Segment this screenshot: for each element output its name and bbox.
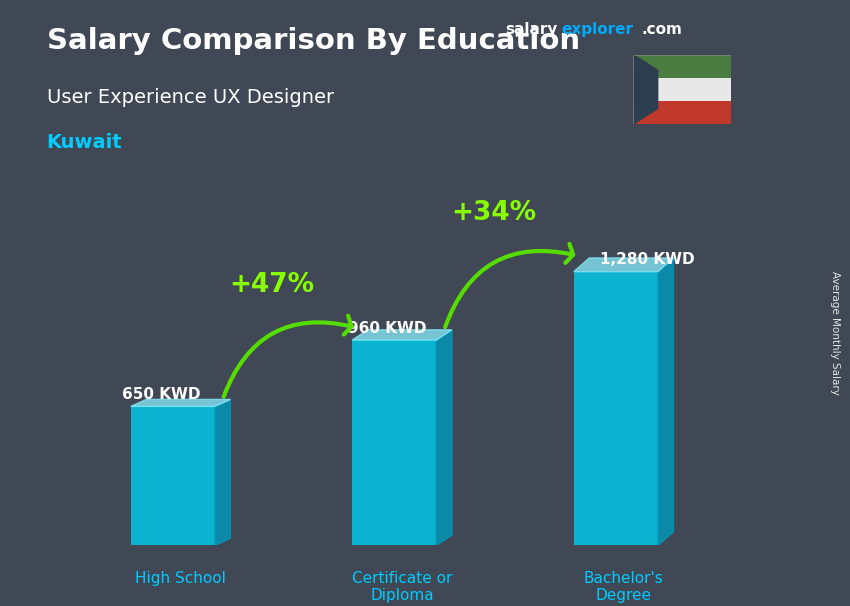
Text: +47%: +47% (230, 272, 314, 298)
Text: 1,280 KWD: 1,280 KWD (600, 252, 695, 267)
Polygon shape (436, 330, 452, 545)
Polygon shape (633, 55, 658, 124)
Polygon shape (131, 399, 230, 407)
Bar (574, 271, 658, 545)
Text: .com: .com (642, 22, 683, 38)
Bar (352, 340, 436, 545)
Polygon shape (352, 330, 452, 340)
Bar (633, 78, 731, 101)
Text: Average Monthly Salary: Average Monthly Salary (830, 271, 840, 395)
Polygon shape (215, 399, 230, 545)
Bar (633, 55, 731, 78)
Text: Salary Comparison By Education: Salary Comparison By Education (47, 27, 580, 55)
Text: explorer: explorer (561, 22, 633, 38)
Text: 650 KWD: 650 KWD (122, 387, 201, 402)
Bar (633, 101, 731, 124)
Text: +34%: +34% (450, 200, 536, 226)
Text: Bachelor's
Degree: Bachelor's Degree (584, 571, 664, 604)
Text: Certificate or
Diploma: Certificate or Diploma (352, 571, 452, 604)
Polygon shape (574, 258, 673, 271)
Text: High School: High School (135, 571, 226, 586)
Polygon shape (658, 258, 673, 545)
Bar (131, 407, 215, 545)
Text: Kuwait: Kuwait (47, 133, 122, 152)
Text: User Experience UX Designer: User Experience UX Designer (47, 88, 334, 107)
Text: salary: salary (506, 22, 558, 38)
Text: 960 KWD: 960 KWD (348, 321, 427, 336)
